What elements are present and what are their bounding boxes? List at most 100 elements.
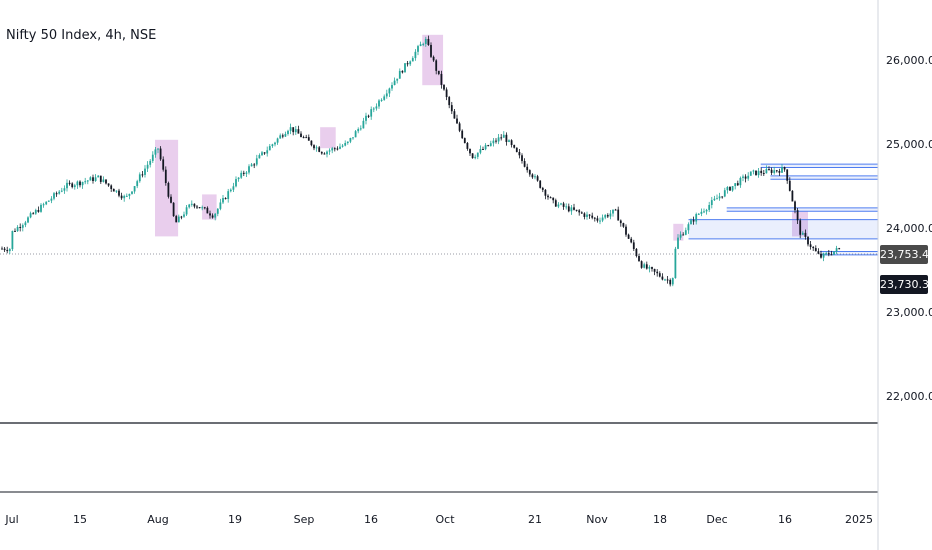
x-tick-label: 16: [778, 513, 792, 526]
candle-down: [575, 209, 578, 211]
candle-down: [466, 142, 469, 149]
candle-down: [638, 256, 640, 262]
candle-down: [310, 140, 313, 146]
candle-up: [58, 191, 61, 194]
candle-down: [432, 56, 435, 61]
candle-up: [214, 213, 217, 218]
candle-up: [393, 80, 396, 86]
candle-up: [703, 211, 705, 213]
candle-down: [770, 169, 773, 173]
candle-up: [248, 166, 250, 173]
candle-down: [625, 226, 627, 235]
candle-down: [263, 152, 266, 154]
candle-up: [731, 186, 734, 191]
candle-down: [19, 227, 22, 229]
candle-up: [687, 224, 690, 231]
candle-up: [479, 148, 482, 153]
candle-up: [115, 190, 118, 192]
candle-up: [227, 191, 230, 200]
x-tick-label: Nov: [586, 513, 608, 526]
candle-up: [713, 198, 716, 201]
candle-up: [34, 210, 37, 214]
candle-up: [279, 135, 282, 139]
y-tick-label: 22,000.00: [886, 390, 932, 403]
x-tick-label: 21: [528, 513, 542, 526]
candle-up: [352, 137, 354, 139]
candle-up: [388, 88, 391, 94]
candle-down: [500, 137, 503, 139]
x-tick-label: Aug: [147, 513, 168, 526]
candle-up: [232, 186, 235, 190]
candle-up: [604, 215, 607, 218]
candle-up: [370, 109, 373, 117]
candle-down: [55, 193, 58, 195]
candle-down: [593, 217, 596, 219]
candle-down: [336, 148, 339, 150]
x-tick-label: Jul: [4, 513, 18, 526]
x-tick-label: 16: [364, 513, 378, 526]
candle-up: [417, 46, 419, 52]
candle-down: [71, 183, 74, 188]
candle-up: [612, 209, 614, 214]
candle-down: [224, 198, 227, 200]
candle-up: [81, 181, 84, 186]
candle-up: [671, 278, 674, 285]
candle-down: [206, 207, 209, 214]
candle-down: [105, 179, 107, 184]
candle-up: [716, 198, 718, 200]
candle-up: [565, 206, 568, 208]
candle-up: [328, 150, 331, 152]
candle-down: [588, 214, 591, 216]
candle-up: [258, 155, 261, 159]
candle-up: [586, 214, 588, 217]
candle-down: [528, 170, 531, 175]
candle-up: [734, 183, 737, 187]
supply-demand-zones: [688, 163, 878, 256]
candle-down: [578, 210, 581, 213]
candle-up: [609, 213, 612, 217]
candle-down: [786, 169, 789, 181]
candle-down: [333, 148, 336, 150]
candle-up: [76, 181, 79, 186]
candle-up: [710, 200, 713, 206]
candle-up: [151, 154, 154, 161]
highlight-band: [155, 139, 179, 237]
candle-down: [302, 137, 305, 139]
candle-up: [346, 141, 349, 144]
highlight-band: [202, 194, 217, 220]
candle-up: [492, 140, 495, 144]
candle-down: [838, 248, 841, 250]
candle-up: [739, 177, 742, 186]
candle-down: [172, 202, 175, 217]
candle-down: [253, 164, 256, 166]
candle-up: [331, 148, 334, 151]
candle-up: [138, 174, 141, 182]
candle-down: [495, 140, 497, 142]
candle-up: [201, 207, 204, 209]
candle-down: [68, 182, 71, 184]
candle-up: [94, 177, 97, 181]
candle-up: [365, 115, 367, 121]
candle-down: [544, 189, 547, 196]
candle-up: [557, 204, 560, 207]
candle-down: [32, 213, 35, 215]
candle-up: [375, 106, 378, 109]
candle-down: [427, 38, 430, 45]
candle-up: [690, 220, 692, 225]
candle-up: [419, 44, 422, 47]
zone-fill: [688, 219, 878, 239]
candle-up: [599, 220, 601, 222]
candle-up: [29, 213, 32, 218]
candle-down: [653, 268, 656, 272]
candle-down: [448, 97, 451, 106]
candle-up: [773, 170, 776, 173]
candle-down: [736, 183, 739, 186]
candle-up: [359, 128, 362, 130]
x-tick-label: 2025: [845, 513, 873, 526]
candle-down: [209, 213, 211, 216]
candle-down: [692, 220, 695, 222]
candle-up: [489, 143, 492, 146]
candle-up: [133, 186, 136, 192]
y-tick-label: 26,000.00: [886, 54, 932, 67]
